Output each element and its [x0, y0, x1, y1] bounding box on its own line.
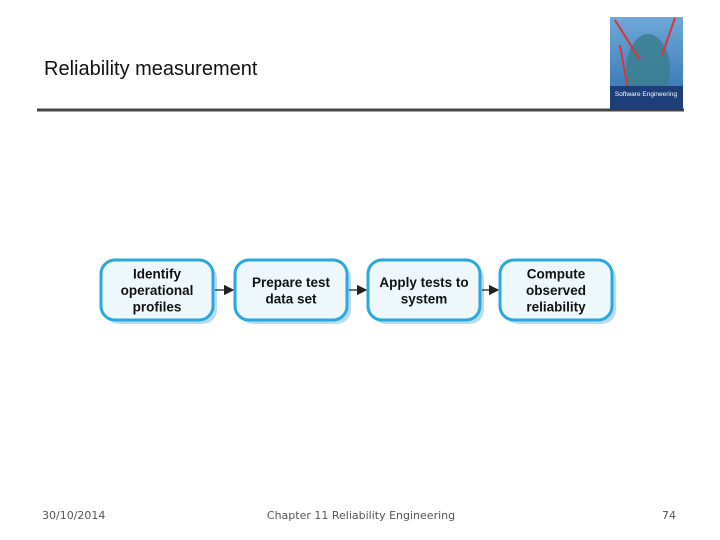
node-box	[99, 258, 215, 322]
node-label-line: Prepare test	[252, 275, 331, 290]
cover-title: Software Engineering	[615, 91, 678, 98]
node-box	[498, 258, 614, 322]
footer-chapter: Chapter 11 Reliability Engineering	[267, 509, 455, 522]
node-label-line: Apply tests to	[379, 275, 468, 290]
node-label-line: observed	[526, 283, 586, 298]
slide-title: Reliability measurement	[44, 58, 258, 80]
node-box	[233, 258, 349, 322]
footer-page: 74	[662, 509, 676, 522]
node-label-line: reliability	[526, 300, 586, 315]
node-label-line: Compute	[527, 267, 586, 282]
node-label: Compute observed reliability	[526, 267, 586, 315]
node-label-line: data set	[265, 291, 317, 306]
node-label: Prepare test data set	[252, 275, 331, 307]
book-cover: Software Engineering	[610, 17, 683, 110]
node-box	[366, 258, 482, 322]
node-label-line: Identify	[133, 267, 181, 282]
node-label-line: system	[401, 291, 448, 306]
node-label: Apply tests to system	[379, 275, 468, 307]
footer-date: 30/10/2014	[42, 509, 105, 522]
process-diagram: Identify operational profiles Prepare test d…	[99, 258, 616, 324]
node-label: Identify operational profiles	[121, 267, 194, 315]
node-label-line: profiles	[133, 300, 182, 315]
node-label-line: operational	[121, 283, 194, 298]
